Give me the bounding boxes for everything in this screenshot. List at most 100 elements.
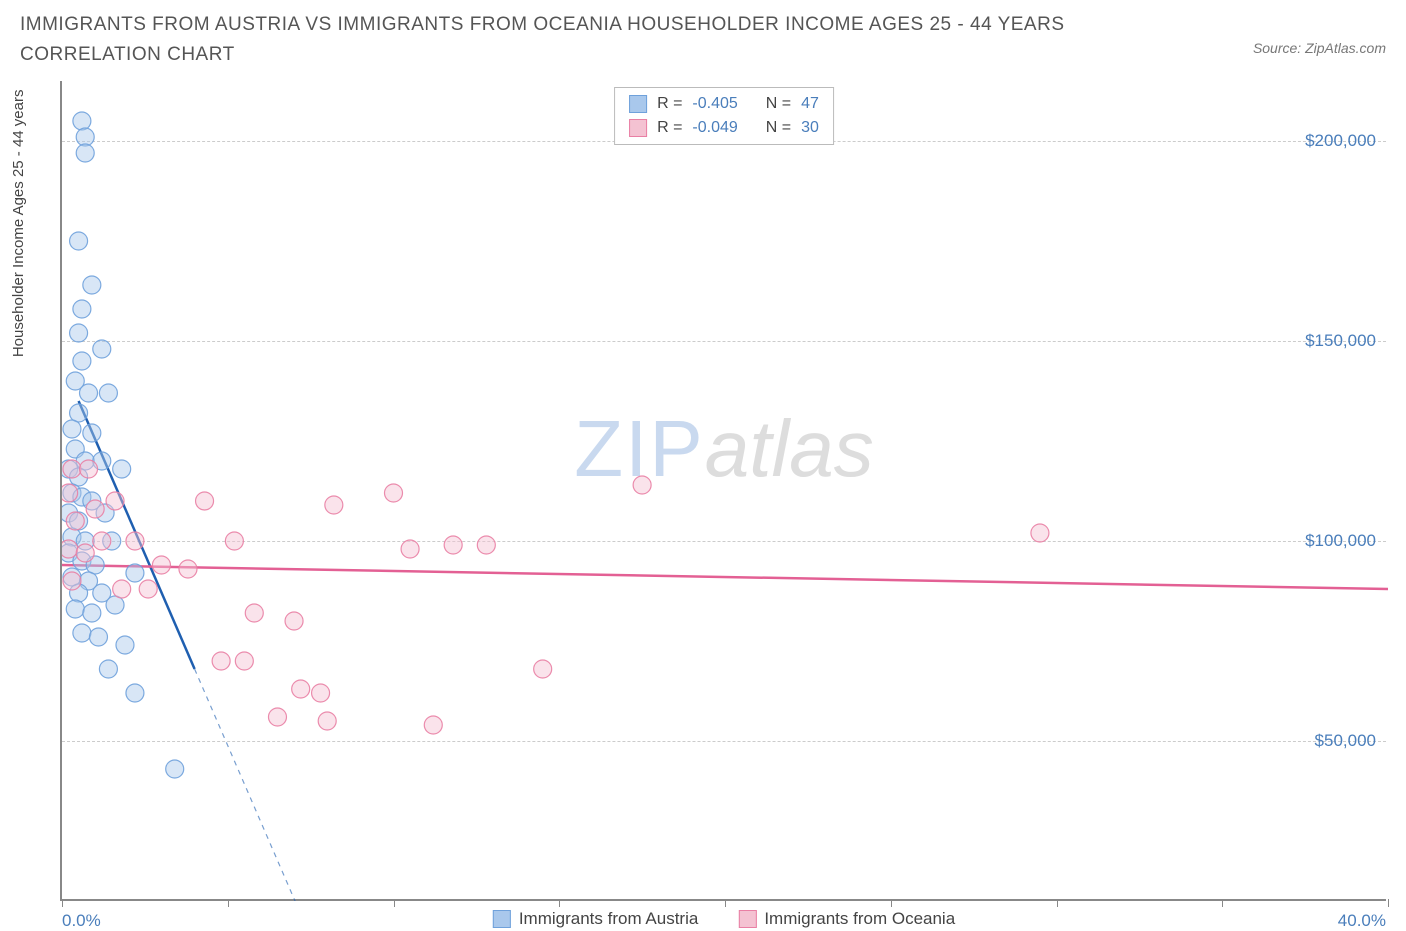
data-point-oceania [633, 476, 651, 494]
regression-line-austria [79, 401, 195, 669]
data-point-oceania [285, 612, 303, 630]
x-tick [228, 899, 229, 907]
data-point-austria [96, 504, 114, 522]
watermark-zip: ZIP [574, 404, 704, 493]
data-point-austria [70, 324, 88, 342]
x-tick [394, 899, 395, 907]
legend-row-austria: R = -0.405 N = 47 [629, 92, 819, 116]
legend-swatch-oceania [738, 910, 756, 928]
regression-extrapolation-austria [195, 669, 311, 901]
data-point-oceania [76, 544, 94, 562]
data-point-austria [86, 556, 104, 574]
r-label-0: R = [657, 92, 682, 116]
data-point-austria [83, 604, 101, 622]
data-point-austria [63, 568, 81, 586]
data-point-austria [73, 488, 91, 506]
data-point-oceania [139, 580, 157, 598]
x-tick [725, 899, 726, 907]
data-point-austria [80, 384, 98, 402]
data-point-austria [116, 636, 134, 654]
data-point-austria [99, 660, 117, 678]
regression-lines-layer [62, 81, 1388, 901]
legend-label-austria: Immigrants from Austria [519, 909, 699, 929]
data-point-austria [62, 460, 78, 478]
legend-row-oceania: R = -0.049 N = 30 [629, 116, 819, 140]
y-tick-label: $50,000 [1315, 731, 1376, 751]
gridline [62, 341, 1386, 342]
data-point-austria [93, 584, 111, 602]
data-point-austria [73, 624, 91, 642]
data-point-austria [126, 564, 144, 582]
y-tick-label: $150,000 [1305, 331, 1376, 351]
data-point-oceania [212, 652, 230, 670]
legend-item-oceania: Immigrants from Oceania [738, 909, 955, 929]
x-axis-min-label: 0.0% [62, 911, 101, 931]
data-point-oceania [179, 560, 197, 578]
data-point-austria [70, 584, 88, 602]
chart-container: Householder Income Ages 25 - 44 years ZI… [20, 81, 1386, 901]
data-point-austria [166, 760, 184, 778]
legend-item-austria: Immigrants from Austria [493, 909, 699, 929]
data-point-austria [89, 628, 107, 646]
data-point-oceania [63, 572, 81, 590]
data-point-austria [73, 552, 91, 570]
y-tick-label: $200,000 [1305, 131, 1376, 151]
x-tick [891, 899, 892, 907]
data-point-austria [73, 300, 91, 318]
data-point-oceania [152, 556, 170, 574]
data-point-oceania [268, 708, 286, 726]
data-point-oceania [292, 680, 310, 698]
data-point-austria [70, 468, 88, 486]
data-point-austria [93, 340, 111, 358]
data-point-oceania [385, 484, 403, 502]
x-tick [559, 899, 560, 907]
watermark: ZIPatlas [574, 403, 873, 495]
legend-swatch-austria [493, 910, 511, 928]
data-point-austria [70, 512, 88, 530]
data-point-austria [62, 544, 78, 562]
data-point-oceania [444, 536, 462, 554]
correlation-legend: R = -0.405 N = 47 R = -0.049 N = 30 [614, 87, 834, 145]
data-point-oceania [312, 684, 330, 702]
x-tick [1388, 899, 1389, 907]
data-point-oceania [196, 492, 214, 510]
n-label-0: N = [766, 92, 791, 116]
data-point-austria [76, 144, 94, 162]
data-point-austria [93, 452, 111, 470]
gridline [62, 741, 1386, 742]
data-point-oceania [66, 512, 84, 530]
data-point-austria [76, 128, 94, 146]
data-point-austria [126, 684, 144, 702]
data-point-austria [113, 460, 131, 478]
x-tick [62, 899, 63, 907]
data-point-austria [76, 452, 94, 470]
x-tick [1057, 899, 1058, 907]
r-value-0: -0.405 [692, 92, 737, 116]
n-label-1: N = [766, 116, 791, 140]
y-axis-label: Householder Income Ages 25 - 44 years [10, 89, 27, 357]
data-point-oceania [245, 604, 263, 622]
data-point-oceania [401, 540, 419, 558]
data-point-austria [73, 352, 91, 370]
n-value-1: 30 [801, 116, 819, 140]
data-point-austria [83, 424, 101, 442]
data-point-oceania [235, 652, 253, 670]
swatch-oceania [629, 119, 647, 137]
plot-area: ZIPatlas R = -0.405 N = 47 R = -0.049 N … [60, 81, 1386, 901]
data-point-oceania [86, 500, 104, 518]
x-axis-max-label: 40.0% [1338, 911, 1386, 931]
data-point-oceania [106, 492, 124, 510]
source-name: ZipAtlas.com [1305, 40, 1386, 56]
regression-line-oceania [62, 565, 1388, 589]
gridline [62, 541, 1386, 542]
chart-title: IMMIGRANTS FROM AUSTRIA VS IMMIGRANTS FR… [20, 10, 1120, 71]
data-point-oceania [325, 496, 343, 514]
data-point-austria [70, 404, 88, 422]
data-point-austria [106, 596, 124, 614]
data-point-austria [73, 112, 91, 130]
data-point-austria [83, 492, 101, 510]
series-legend: Immigrants from Austria Immigrants from … [493, 909, 955, 929]
data-point-oceania [318, 712, 336, 730]
data-point-austria [99, 384, 117, 402]
data-point-oceania [63, 460, 81, 478]
